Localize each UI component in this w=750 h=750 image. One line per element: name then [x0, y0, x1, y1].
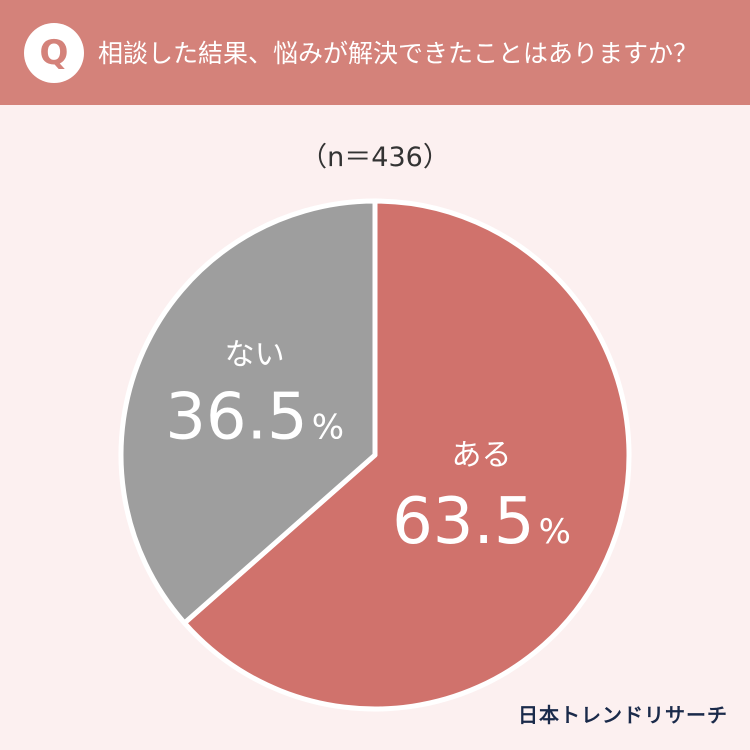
- question-text: 相談した結果、悩みが解決できたことはありますか？: [98, 39, 699, 68]
- slice-value-yes: 63.5%: [392, 485, 571, 559]
- pie-slice-yes: [181, 198, 632, 712]
- q-badge: Q: [24, 23, 84, 83]
- brand-logo: 日本トレンドリサーチ: [518, 703, 728, 727]
- sample-size-label: （n＝436）: [300, 142, 450, 173]
- pie-slice-no: [118, 198, 378, 626]
- slice-label-no: ない: [225, 338, 285, 373]
- slice-label-yes: ある: [451, 438, 511, 473]
- question-header: Q 相談した結果、悩みが解決できたことはありますか？: [0, 0, 750, 105]
- slice-value-no: 36.5%: [165, 381, 344, 455]
